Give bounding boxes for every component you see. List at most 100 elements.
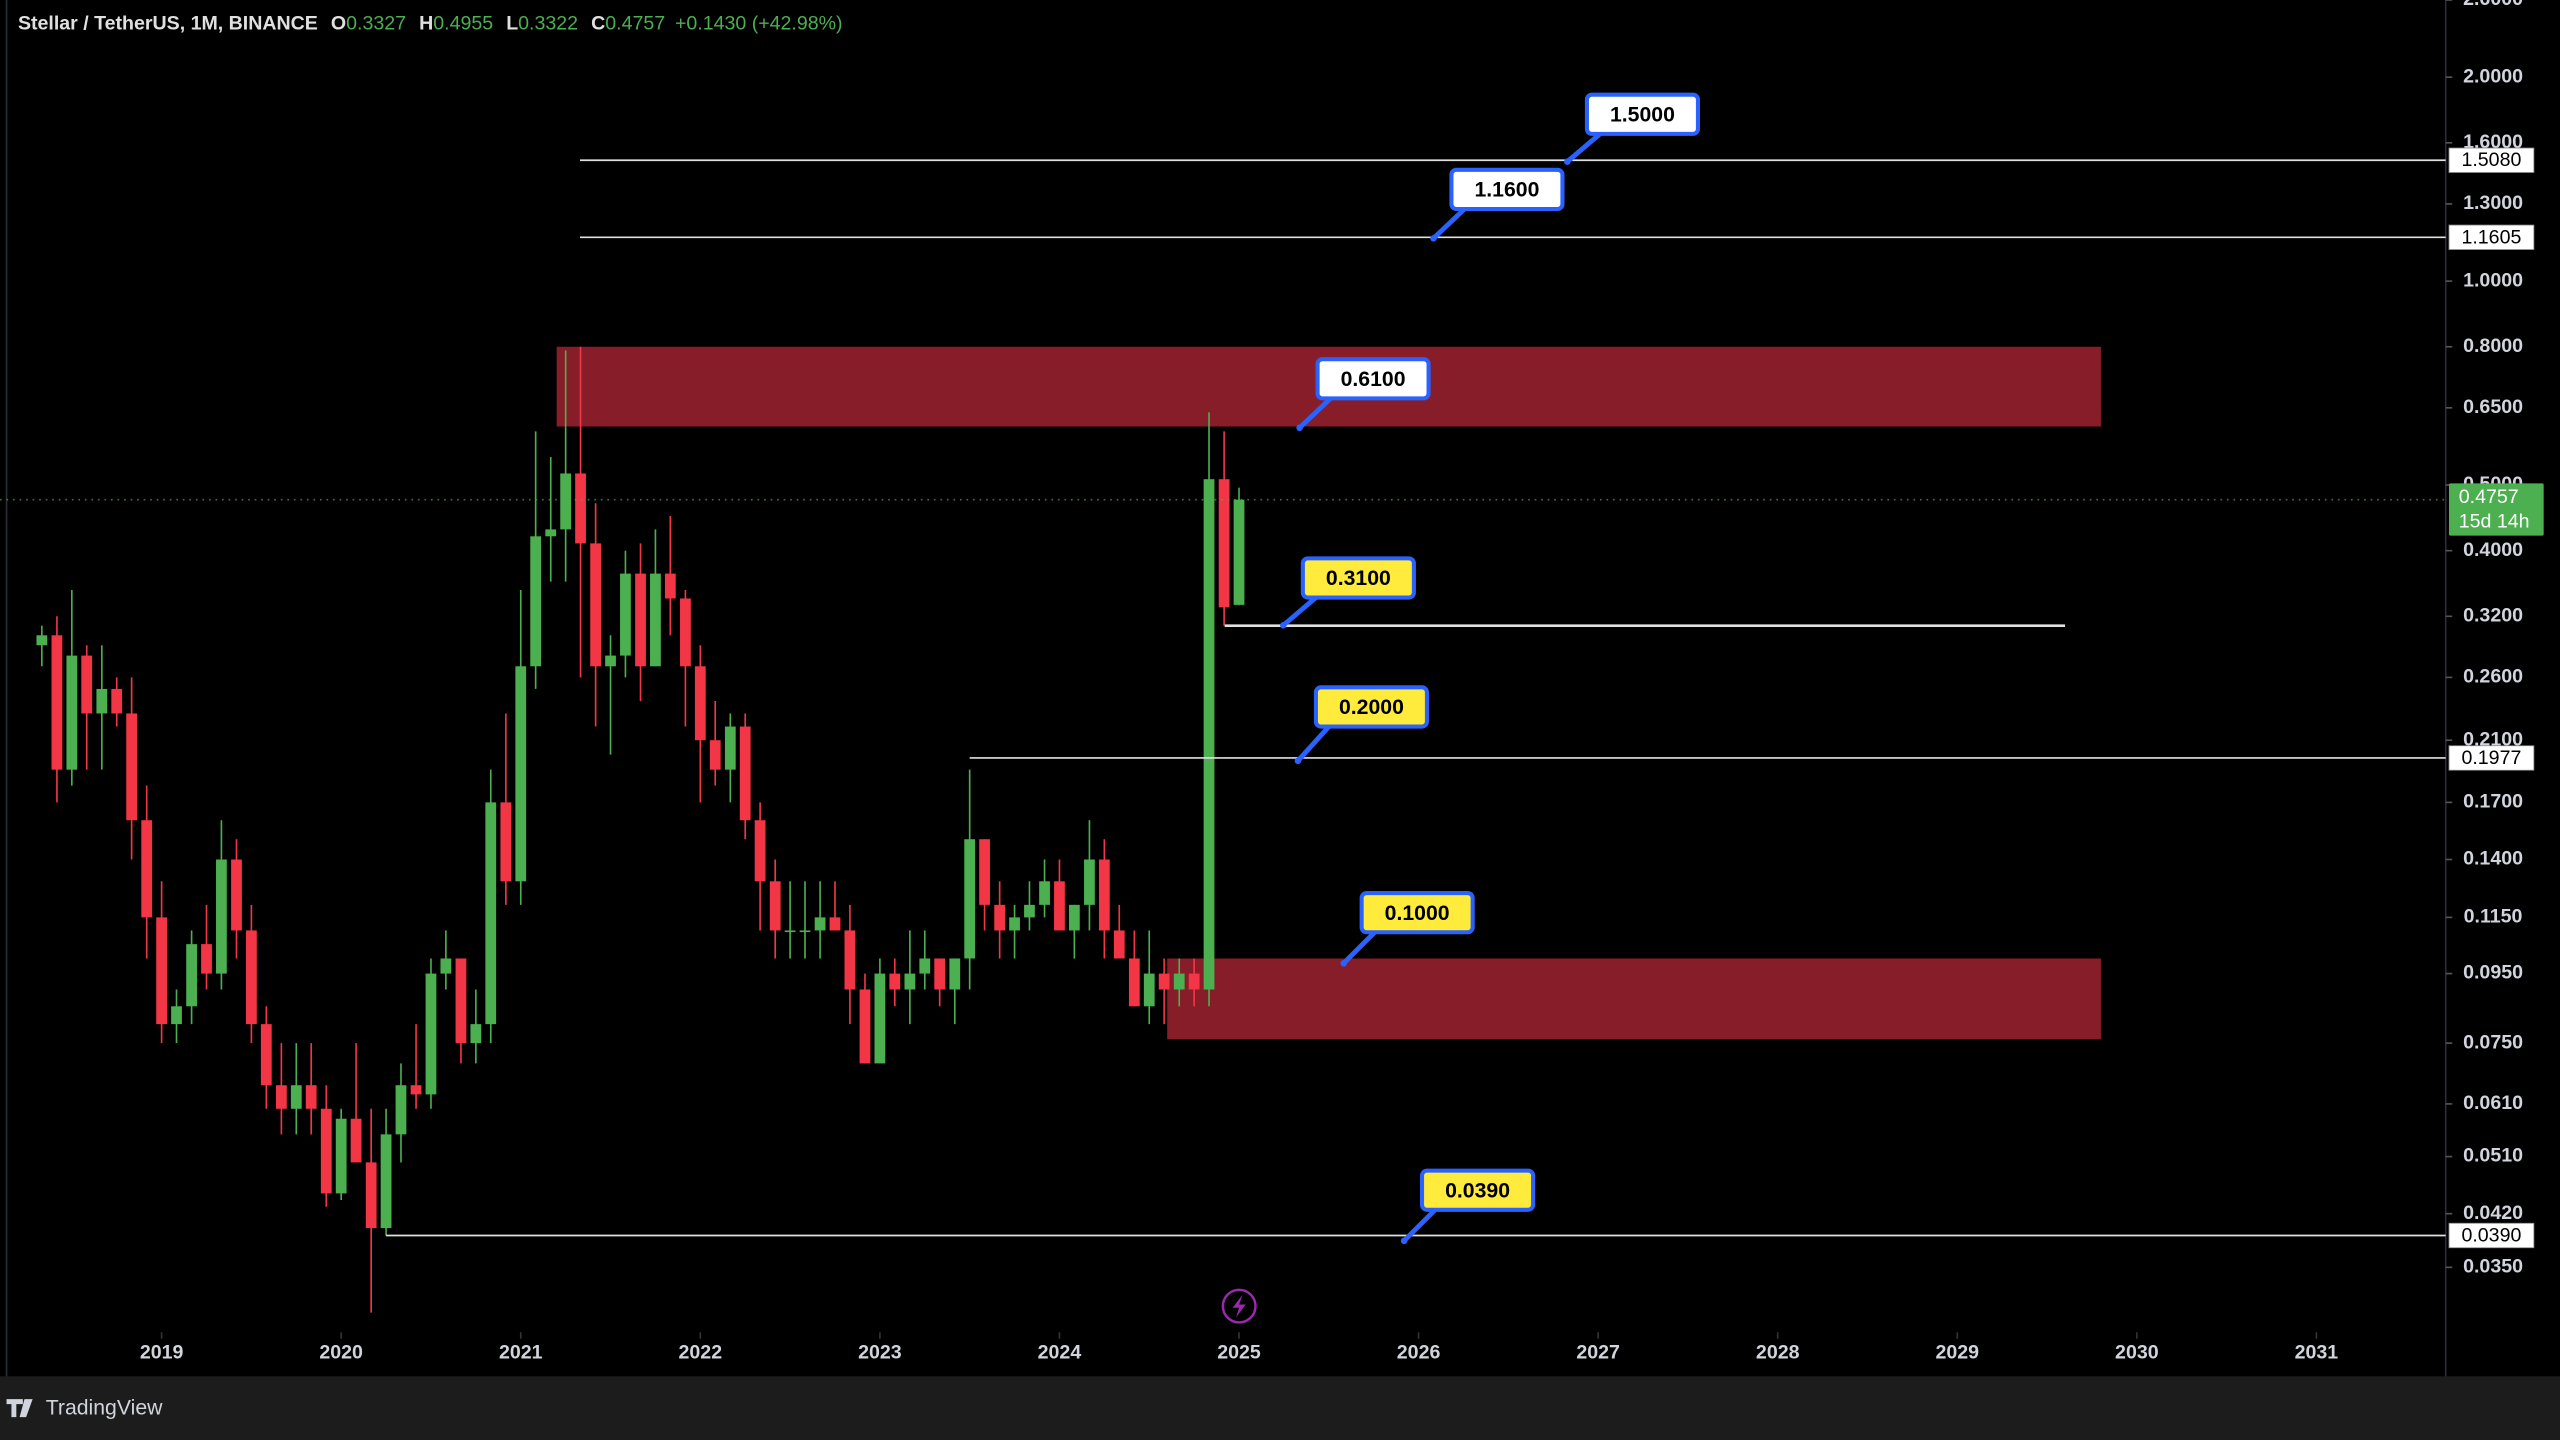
x-tick-label: 2028 <box>1756 1342 1800 1364</box>
event-icon[interactable] <box>1221 1288 1257 1324</box>
x-tick-label: 2026 <box>1397 1342 1441 1364</box>
candle-body <box>650 573 661 667</box>
ohlc-value: 0.3327 <box>346 13 406 35</box>
candle-body <box>530 536 542 667</box>
candle-body <box>560 473 572 530</box>
x-tick-label: 2031 <box>2295 1342 2339 1364</box>
x-tick-label: 2020 <box>319 1342 363 1364</box>
candle-body <box>590 543 602 667</box>
y-tick-label: 0.1700 <box>2463 791 2523 813</box>
callout-pointer <box>1341 930 1377 965</box>
candle-body <box>231 859 242 931</box>
x-tick-label: 2024 <box>1038 1342 1082 1364</box>
event-bolt <box>1232 1294 1246 1318</box>
callout-box <box>1420 1168 1536 1212</box>
candle-body <box>365 1162 377 1229</box>
candle-body <box>335 1118 347 1194</box>
y-tick-label: 0.0420 <box>2463 1202 2523 1224</box>
callout-anchor <box>1400 1237 1408 1245</box>
level-tag <box>2448 224 2535 250</box>
callout-label: 1.1600 <box>1474 179 1539 202</box>
y-tick-label: 0.0510 <box>2463 1145 2523 1167</box>
candle-body <box>440 958 452 974</box>
candle-body <box>799 930 811 933</box>
footer-bar <box>0 1376 2560 1440</box>
candle-body <box>994 904 1006 931</box>
candle-body <box>1024 904 1035 918</box>
y-tick-label: 2.6000 <box>2463 0 2523 10</box>
candle-body <box>1068 904 1080 931</box>
level-tag-label: 1.5080 <box>2461 149 2521 171</box>
candle-body <box>979 839 990 905</box>
y-tick-label: 1.6000 <box>2463 131 2523 153</box>
candle-body <box>859 989 871 1064</box>
ohlc-value: 0.4757 <box>605 13 665 35</box>
candle-body <box>260 1024 272 1086</box>
ohlc-key: L <box>506 13 518 35</box>
candle-body <box>754 820 766 882</box>
candle-body <box>545 529 557 537</box>
x-tick-label: 2019 <box>140 1342 184 1364</box>
countdown-label: 15d 14h <box>2459 511 2530 533</box>
current-price-label: 0.4757 <box>2459 486 2519 508</box>
callout-anchor <box>1340 960 1347 967</box>
candle-body <box>874 973 886 1064</box>
candle-body <box>1218 479 1230 608</box>
candle-body <box>201 944 212 974</box>
candle-body <box>1113 930 1125 959</box>
x-tick-label: 2030 <box>2115 1342 2159 1364</box>
callout-box <box>1315 357 1431 401</box>
ohlc-key: C <box>591 13 605 35</box>
y-tick-label: 0.0350 <box>2463 1256 2523 1278</box>
candle-body <box>126 713 138 821</box>
change: +0.1430 (+42.98%) <box>675 13 843 35</box>
y-tick-label: 0.1150 <box>2464 906 2523 928</box>
plot: 2.6000 2.0000 1.6000 1.3000 1.0000 0.8000 0.65… <box>0 0 2544 1377</box>
candle-body <box>1173 973 1185 990</box>
ohlc-key: H <box>419 13 433 35</box>
candle-body <box>1128 958 1140 1007</box>
candle-body <box>1233 499 1245 605</box>
callout-label: 0.3100 <box>1326 567 1391 590</box>
y-tick-label: 0.8000 <box>2463 335 2523 357</box>
candle-body <box>395 1085 407 1135</box>
candle-body <box>485 802 497 1025</box>
candle-body <box>515 666 527 882</box>
candle-body <box>36 635 48 646</box>
candle-body <box>455 958 467 1044</box>
level-tag <box>2448 745 2535 771</box>
callout-anchor <box>1430 235 1437 242</box>
candle-body <box>1039 881 1050 905</box>
callout-anchor <box>1294 757 1302 765</box>
candle-body <box>410 1085 422 1095</box>
y-tick-label: 2.0000 <box>2463 65 2523 87</box>
x-tick-label: 2029 <box>1936 1342 1980 1364</box>
candle-body <box>216 859 227 974</box>
x-tick-label: 2023 <box>858 1342 902 1364</box>
candle-body <box>171 1006 182 1025</box>
candle-body <box>769 881 781 931</box>
y-tick-label: 0.0750 <box>2463 1031 2523 1053</box>
candle-body <box>694 666 706 741</box>
y-tick-label: 0.4000 <box>2463 539 2523 561</box>
candle-body <box>96 688 108 714</box>
candle-body <box>964 839 976 959</box>
callout-anchor <box>1280 622 1287 629</box>
candle-body <box>680 598 691 667</box>
candle-body <box>470 1024 482 1044</box>
x-tick-label: 2021 <box>499 1342 543 1364</box>
candle-body <box>350 1118 362 1163</box>
callout-anchor <box>1296 424 1303 432</box>
candle-body <box>156 917 167 1025</box>
candle-body <box>66 655 78 770</box>
candle-body <box>724 726 736 770</box>
candle-body <box>380 1134 392 1229</box>
callout-box <box>1313 685 1429 729</box>
callout-pointer <box>1565 132 1602 164</box>
callout-pointer <box>1281 595 1318 628</box>
y-tick-label: 1.3000 <box>2463 192 2523 214</box>
candle-body <box>246 930 257 1025</box>
x-tick-label: 2022 <box>679 1342 723 1364</box>
y-tick-label: 0.1400 <box>2463 848 2523 870</box>
